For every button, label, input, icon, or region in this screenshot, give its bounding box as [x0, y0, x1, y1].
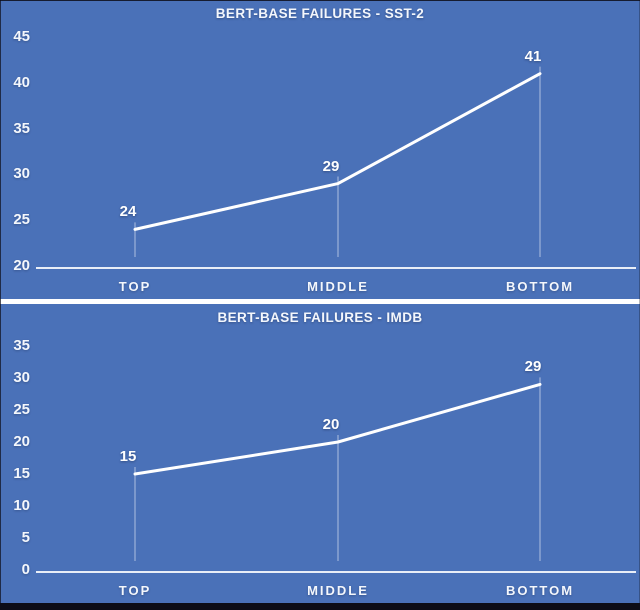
y-axis-tick-label: 20	[13, 257, 30, 274]
plot-area-svg	[36, 66, 636, 269]
chart-title-sst2: BERT-BASE FAILURES - SST-2	[215, 6, 425, 21]
y-axis-tick-label: 40	[13, 73, 30, 91]
data-point-label: 41	[524, 47, 542, 65]
x-axis-category-label: TOP	[118, 583, 152, 598]
x-axis-category-label: TOP	[118, 279, 152, 294]
x-axis-category-label: BOTTOM	[505, 279, 575, 294]
data-point-label: 15	[119, 448, 137, 465]
y-axis-tick-label: 15	[13, 465, 30, 482]
y-axis-tick-label: 25	[13, 401, 30, 418]
data-point-label: 29	[322, 157, 340, 175]
data-point-label: 29	[524, 358, 542, 376]
series-line	[133, 382, 542, 476]
data-point-label: 24	[119, 203, 137, 221]
y-axis-tick-label: 10	[13, 497, 30, 514]
series-line	[133, 72, 542, 231]
data-point-label: 20	[322, 416, 340, 433]
y-axis-tick-label: 35	[13, 119, 30, 137]
slide-edge-top	[0, 0, 640, 1]
y-axis-tick-label: 45	[13, 28, 30, 45]
chart-divider	[0, 299, 640, 304]
x-axis-category-label: MIDDLE	[307, 279, 369, 294]
y-axis-tick-label: 35	[13, 337, 30, 354]
y-axis-tick-label: 25	[13, 211, 30, 229]
y-axis-tick-label: 0	[21, 561, 30, 578]
slide-edge-bottom	[0, 603, 640, 610]
plot-area-svg	[36, 377, 636, 573]
chart-imdb: BERT-BASE FAILURES - IMDB 35 30 25 20 15 10 5 0…	[0, 304, 640, 603]
y-axis-tick-label: 20	[13, 433, 30, 450]
chart-title-imdb: BERT-BASE FAILURES - IMDB	[217, 310, 423, 325]
slide-edge-left	[0, 0, 1, 610]
y-axis-tick-label: 30	[13, 165, 30, 183]
x-axis-category-label: MIDDLE	[307, 583, 369, 598]
x-axis-category-label: BOTTOM	[505, 583, 575, 598]
y-axis-tick-label: 30	[13, 369, 30, 386]
chart-sst2: BERT-BASE FAILURES - SST-2 45 40 35 30 25 20 T…	[0, 0, 640, 299]
y-axis-tick-label: 5	[21, 529, 30, 546]
